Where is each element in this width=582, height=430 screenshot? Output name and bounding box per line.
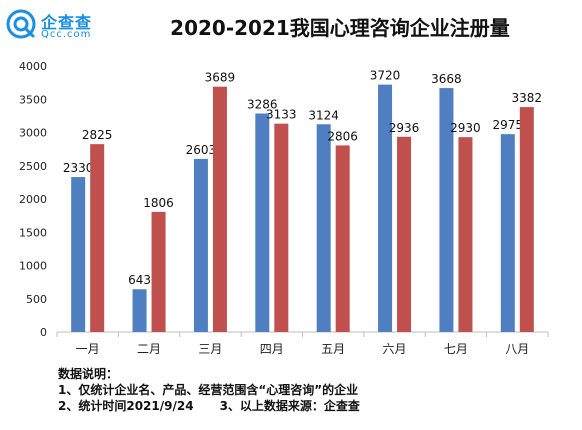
data-label: 2825 (82, 128, 113, 142)
data-label: 2330 (63, 161, 94, 175)
data-label: 2930 (450, 121, 481, 135)
data-label: 2603 (186, 143, 217, 157)
bar-series-2 (397, 136, 412, 332)
bar-series-1 (132, 289, 147, 332)
y-tick-label: 3000 (19, 127, 47, 140)
notes-heading: 数据说明： (58, 367, 119, 381)
x-tick-label: 四月 (260, 342, 284, 356)
bar-series-2 (519, 107, 534, 332)
notes-line-2b: 3、以上数据来源：企查查 (219, 399, 360, 413)
x-tick-label: 一月 (76, 342, 100, 356)
x-tick-label: 六月 (383, 342, 407, 356)
bar-series-2 (335, 145, 350, 332)
bar-series-1 (439, 88, 454, 332)
x-tick-label: 五月 (321, 342, 345, 356)
data-label: 3689 (205, 71, 236, 85)
bar-series-1 (378, 84, 393, 333)
notes-line-2a: 2、统计时间2021/9/24 (58, 399, 194, 413)
chart-title: 2020-2021我国心理咨询企业注册量 (170, 16, 510, 40)
bar-series-1 (71, 177, 86, 332)
data-label: 3720 (370, 69, 401, 83)
data-label: 3668 (431, 72, 462, 86)
data-label: 3286 (247, 97, 278, 111)
x-tick-label: 七月 (444, 342, 468, 356)
y-tick-label: 4000 (19, 60, 47, 73)
data-label: 2806 (327, 129, 358, 143)
bar-series-2 (458, 137, 473, 332)
data-label: 3382 (512, 91, 543, 105)
y-tick-label: 1000 (19, 260, 47, 273)
logo-text: 企查查 (41, 13, 93, 32)
notes-line-1: 1、仅统计企业名、产品、经营范围含“心理咨询”的企业 (58, 383, 359, 397)
data-label: 2936 (389, 121, 420, 135)
logo-domain: Qcc.com (41, 29, 92, 40)
data-label: 1806 (143, 196, 174, 210)
data-label: 643 (128, 273, 151, 287)
x-tick-label: 三月 (198, 342, 222, 356)
data-label: 3133 (266, 108, 297, 122)
data-notes: 数据说明： 1、仅统计企业名、产品、经营范围含“心理咨询”的企业 2、统计时间2… (58, 366, 360, 414)
bar-series-2 (274, 123, 289, 332)
y-tick-label: 2000 (19, 193, 47, 206)
qcc-logo-icon (6, 9, 36, 39)
bar-series-2 (151, 211, 166, 332)
data-label: 3124 (308, 108, 339, 122)
y-tick-label: 2500 (19, 160, 47, 173)
logo: 企查查 Qcc.com (6, 6, 141, 46)
bar-series-1 (500, 134, 515, 332)
data-label: 2975 (493, 118, 524, 132)
bar-series-1 (316, 124, 331, 332)
bar-series-1 (193, 158, 208, 332)
y-tick-label: 3500 (19, 93, 47, 106)
bar-series-2 (90, 144, 105, 332)
y-tick-label: 500 (26, 293, 47, 306)
bar-series-2 (212, 86, 227, 332)
x-tick-label: 八月 (505, 342, 529, 356)
y-tick-label: 1500 (19, 226, 47, 239)
y-tick-label: 0 (40, 326, 47, 339)
x-tick-label: 二月 (137, 342, 161, 356)
bar-series-1 (255, 113, 270, 332)
